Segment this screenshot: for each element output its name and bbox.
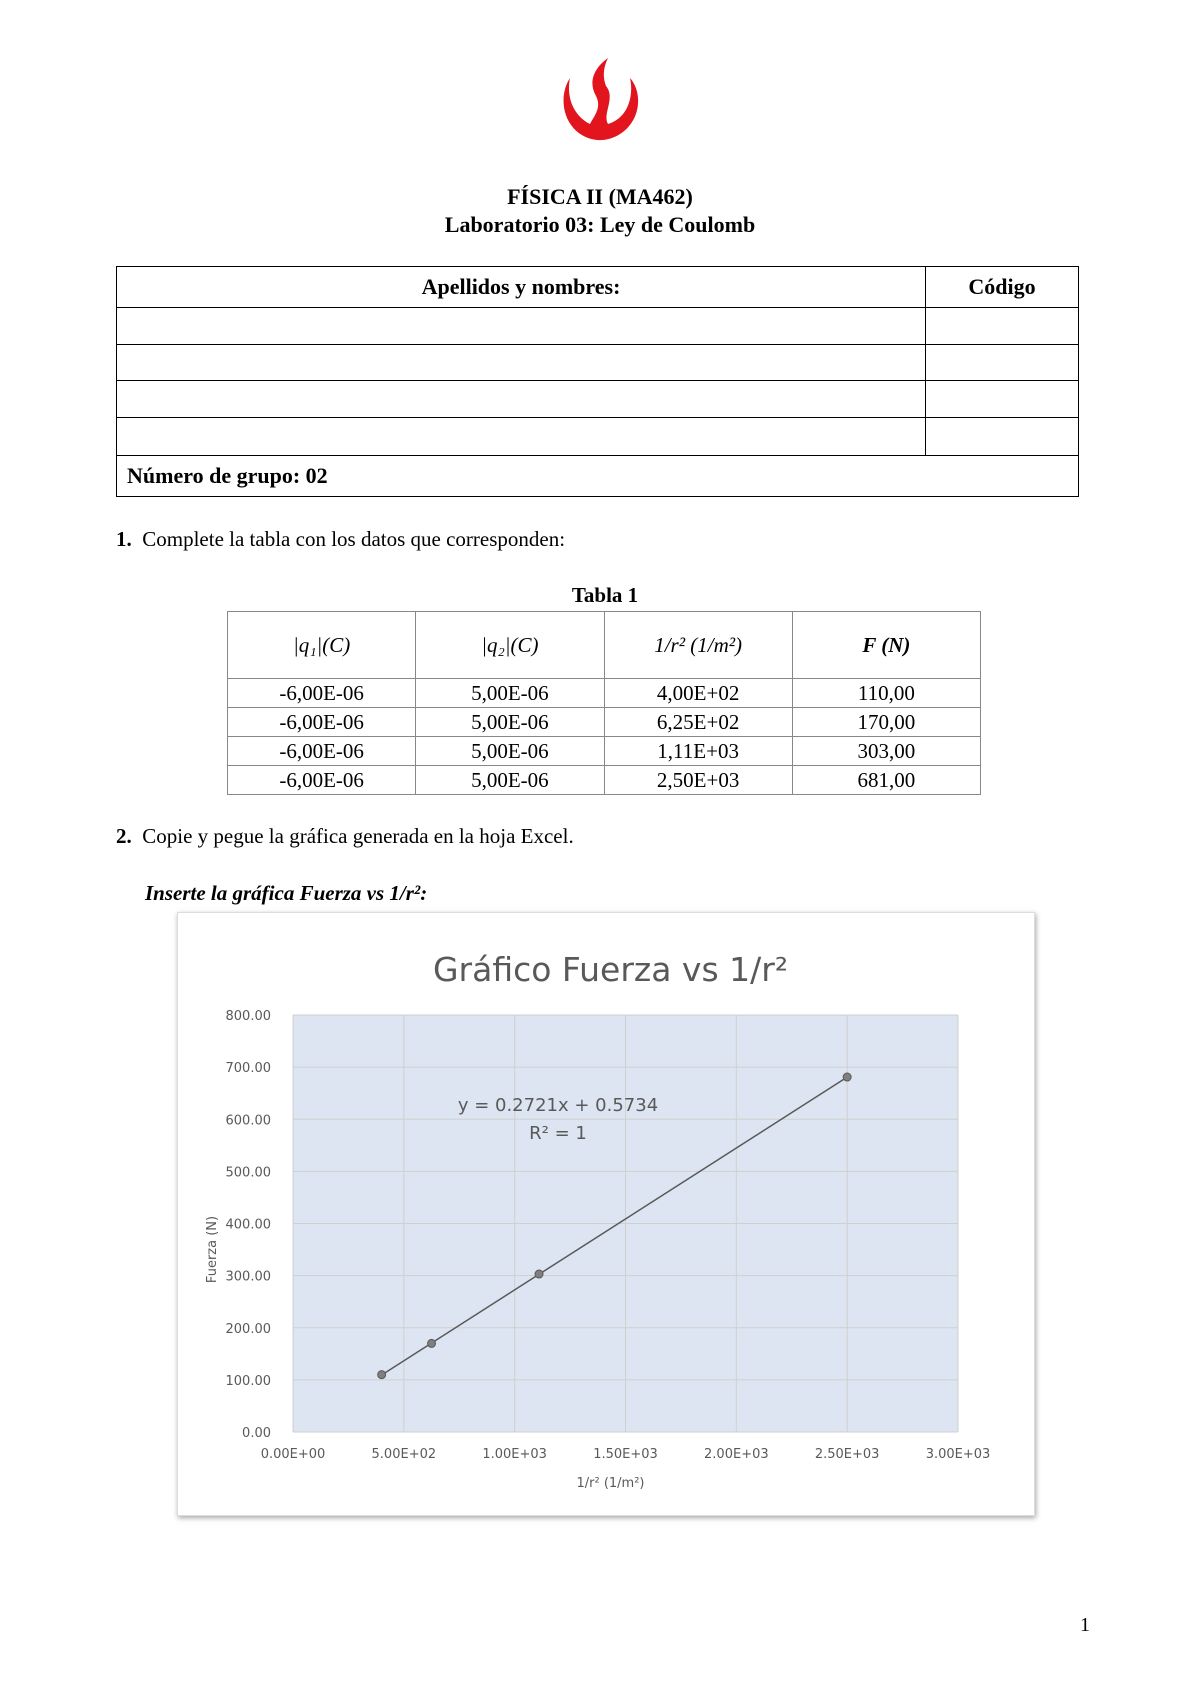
y-tick-label: 500.00 (226, 1165, 272, 1180)
name-cell[interactable] (116, 344, 926, 381)
trendline-equation: y = 0.2721x + 0.5734 (458, 1095, 658, 1116)
table-row: -6,00E-06 5,00E-06 4,00E+02 110,00 (226, 678, 982, 708)
cell: 6,25E+02 (603, 707, 793, 737)
data-table: |q₁|(C) |q₂|(C) 1/r² (1/m²) F (N) -6,00E… (226, 611, 982, 795)
code-cell[interactable] (925, 380, 1079, 418)
x-tick-label: 5.00E+02 (372, 1447, 437, 1462)
cell: 170,00 (791, 707, 982, 737)
cell: 5,00E-06 (415, 736, 605, 766)
trendline (381, 1076, 848, 1376)
upc-logo (563, 58, 639, 141)
table-row: -6,00E-06 5,00E-06 6,25E+02 170,00 (226, 707, 982, 737)
cell: -6,00E-06 (226, 678, 417, 708)
cell: 5,00E-06 (415, 765, 605, 795)
cell: 5,00E-06 (415, 678, 605, 708)
code-cell[interactable] (925, 307, 1079, 345)
code-cell[interactable] (925, 417, 1079, 456)
student-table: Apellidos y nombres: Código Número de gru… (116, 266, 1079, 497)
y-tick-label: 400.00 (226, 1218, 272, 1233)
question-number: 2. (116, 824, 132, 848)
data-point (377, 1370, 387, 1380)
cell: -6,00E-06 (226, 736, 417, 766)
question-text: Copie y pegue la gráfica generada en la … (142, 824, 574, 848)
cell: 2,50E+03 (603, 765, 793, 795)
chart: 0.00 100.00 200.00 300.00 400.00 500.00 600.00… (205, 950, 991, 1491)
x-tick-label: 0.00E+00 (261, 1447, 326, 1462)
y-tick-label: 200.00 (226, 1322, 272, 1337)
cell: 681,00 (791, 765, 982, 795)
header-force: F (N) (791, 611, 982, 679)
page-number: 1 (1080, 1614, 1090, 1636)
x-tick-label: 2.00E+03 (704, 1447, 769, 1462)
cell: 1,11E+03 (603, 736, 793, 766)
y-tick-label: 600.00 (226, 1113, 272, 1128)
table-title: Tabla 1 (571, 583, 639, 607)
chart-title: Gráfico Fuerza vs 1/r² (433, 950, 788, 989)
course-title: FÍSICA II (MA462) (507, 184, 693, 209)
name-cell[interactable] (116, 417, 926, 456)
chart-instruction: Inserte la gráfica Fuerza vs 1/r²: (145, 881, 428, 905)
y-tick-label: 0.00 (242, 1426, 271, 1441)
x-axis-label: 1/r² (1/m²) (576, 1476, 644, 1491)
lab-title: Laboratorio 03: Ley de Coulomb (444, 212, 756, 237)
data-point (842, 1072, 852, 1082)
y-axis-label: Fuerza (N) (205, 1216, 220, 1283)
cell: 110,00 (791, 678, 982, 708)
question-number: 1. (116, 527, 132, 551)
cell: 5,00E-06 (415, 707, 605, 737)
x-tick-label: 2.50E+03 (815, 1447, 880, 1462)
code-cell[interactable] (925, 344, 1079, 381)
question-1: 1. Complete la tabla con los datos que c… (116, 527, 565, 552)
cell: 303,00 (791, 736, 982, 766)
r-squared: R² = 1 (529, 1123, 587, 1144)
y-tick-label: 700.00 (226, 1061, 272, 1076)
cell: 4,00E+02 (603, 678, 793, 708)
names-header: Apellidos y nombres: (116, 266, 926, 308)
header-q1: |q₁|(C) (226, 611, 417, 679)
header-inv-r2: 1/r² (1/m²) (603, 611, 793, 679)
name-cell[interactable] (116, 307, 926, 345)
table-row: -6,00E-06 5,00E-06 1,11E+03 303,00 (226, 736, 982, 766)
question-text: Complete la tabla con los datos que corr… (142, 527, 566, 551)
x-tick-label: 1.50E+03 (593, 1447, 658, 1462)
code-header: Código (925, 266, 1079, 308)
name-cell[interactable] (116, 380, 926, 418)
table-row: -6,00E-06 5,00E-06 2,50E+03 681,00 (226, 765, 982, 795)
question-2: 2. Copie y pegue la gráfica generada en … (116, 824, 574, 849)
y-tick-label: 800.00 (226, 1009, 272, 1024)
cell: -6,00E-06 (226, 707, 417, 737)
y-tick-label: 100.00 (226, 1374, 272, 1389)
y-tick-label: 300.00 (226, 1270, 272, 1285)
group-number: Número de grupo: 02 (116, 455, 1079, 497)
x-tick-label: 1.00E+03 (482, 1447, 547, 1462)
x-tick-label: 3.00E+03 (926, 1447, 991, 1462)
data-point (427, 1338, 437, 1348)
chart-container: 0.00 100.00 200.00 300.00 400.00 500.00 600.00… (177, 912, 1035, 1516)
header-q2: |q₂|(C) (415, 611, 605, 679)
cell: -6,00E-06 (226, 765, 417, 795)
data-point (534, 1269, 544, 1279)
